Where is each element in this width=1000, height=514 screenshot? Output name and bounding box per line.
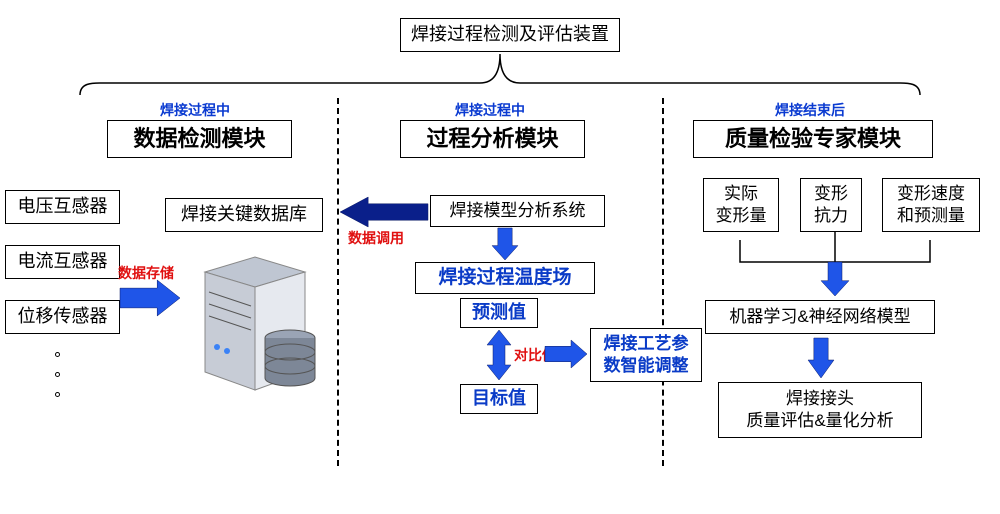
result-box: 焊接接头 质量评估&量化分析 [718,382,922,438]
ml-model-text: 机器学习&神经网络模型 [729,306,910,328]
result-text: 焊接接头 质量评估&量化分析 [746,388,893,432]
ml-model-box: 机器学习&神经网络模型 [705,300,935,334]
right-down-arrow [808,338,834,378]
